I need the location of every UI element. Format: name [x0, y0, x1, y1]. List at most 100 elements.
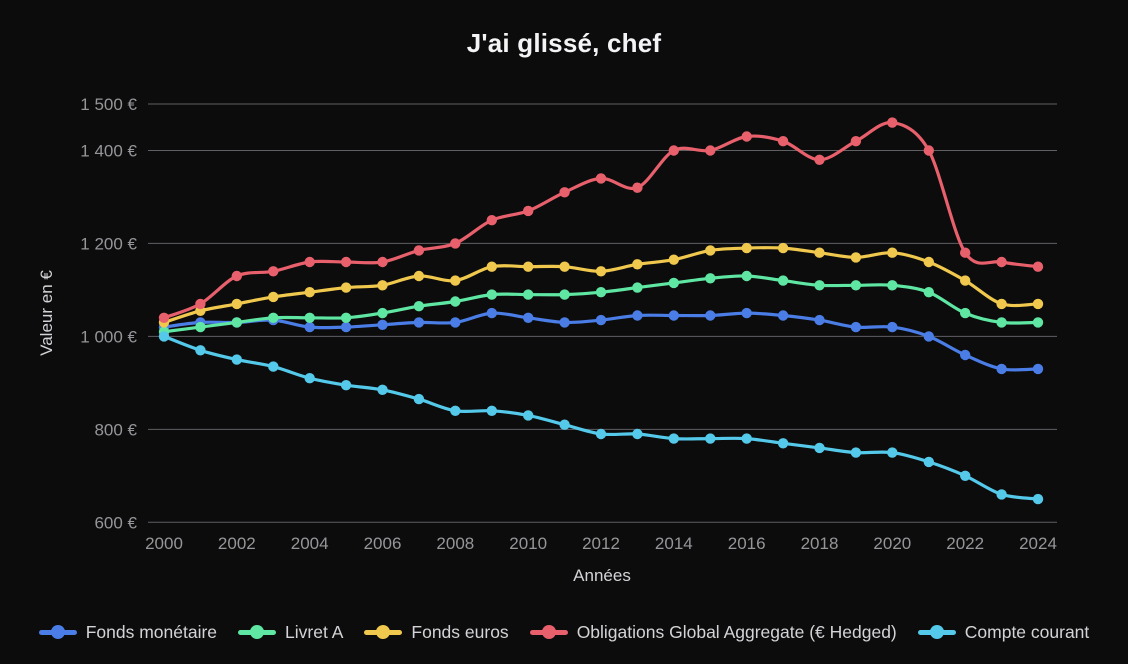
- legend-item-obligations-global-aggregate-hedged[interactable]: Obligations Global Aggregate (€ Hedged): [529, 621, 897, 643]
- data-point: [1032, 298, 1044, 310]
- chart-legend: Fonds monétaire Livret A Fonds euros Obliga…: [0, 612, 1128, 652]
- x-tick-label: 2000: [145, 534, 183, 553]
- series-layer: [158, 117, 1044, 505]
- legend-line-dot-icon: [38, 625, 77, 639]
- data-point: [377, 280, 388, 291]
- data-point: [559, 419, 570, 430]
- data-point: [668, 254, 679, 265]
- data-point: [340, 380, 352, 391]
- data-point: [850, 321, 862, 333]
- y-tick-label: 1 200 €: [80, 234, 137, 253]
- legend-item-compte-courant[interactable]: Compte courant: [917, 621, 1090, 643]
- data-point: [1032, 261, 1044, 272]
- data-point: [960, 307, 971, 319]
- data-point: [741, 307, 752, 319]
- data-point: [231, 270, 242, 282]
- data-point: [450, 317, 461, 328]
- data-point: [814, 247, 825, 258]
- data-point: [304, 312, 315, 323]
- series-line: [162, 334, 1040, 501]
- data-point: [777, 136, 789, 147]
- data-point: [668, 145, 679, 156]
- legend-line-dot-icon: [364, 625, 403, 639]
- data-point: [413, 317, 425, 328]
- data-point: [850, 447, 862, 458]
- data-point: [923, 456, 934, 468]
- x-tick-label: 2024: [1019, 534, 1057, 553]
- data-point: [996, 363, 1007, 375]
- data-point: [705, 245, 716, 256]
- data-point: [741, 433, 752, 444]
- data-point: [814, 442, 825, 454]
- data-point: [923, 287, 934, 298]
- data-point: [304, 256, 315, 268]
- data-point: [195, 298, 206, 310]
- data-point: [923, 256, 934, 268]
- legend-item-fonds-euros[interactable]: Fonds euros: [364, 621, 509, 643]
- legend-label: Compte courant: [964, 621, 1090, 642]
- data-point: [887, 247, 898, 258]
- data-point: [304, 321, 315, 333]
- data-point: [850, 136, 862, 147]
- data-point: [632, 259, 643, 270]
- data-point: [960, 275, 971, 286]
- data-point: [887, 447, 898, 458]
- data-point: [268, 291, 279, 303]
- x-axis-title: Années: [573, 566, 631, 585]
- x-axis-tick-labels: 2000 2002 2004 2006 2008 2010 2012 2014 2016 2018…: [145, 534, 1057, 553]
- x-tick-label: 2016: [728, 534, 766, 553]
- data-point: [559, 289, 570, 300]
- chart-title: J'ai glissé, chef: [466, 28, 662, 58]
- data-point: [595, 173, 607, 184]
- series-fonds-euros: [158, 242, 1044, 328]
- y-axis-tick-labels: 600 € 800 € 1 000 € 1 200 € 1 400 € 1 500 €: [80, 95, 137, 532]
- data-point: [158, 331, 170, 342]
- data-point: [413, 301, 425, 312]
- data-point: [486, 289, 497, 300]
- y-tick-label: 800 €: [94, 420, 137, 439]
- x-tick-label: 2008: [436, 534, 474, 553]
- data-point: [340, 282, 352, 293]
- data-point: [486, 215, 497, 226]
- data-point: [632, 310, 643, 321]
- data-point: [377, 256, 388, 268]
- data-point: [996, 298, 1007, 310]
- data-point: [668, 433, 679, 444]
- data-point: [231, 317, 242, 328]
- data-point: [705, 145, 716, 156]
- data-point: [340, 256, 352, 268]
- legend-label: Fonds euros: [411, 621, 509, 642]
- data-point: [450, 275, 461, 286]
- y-tick-label: 1 000 €: [80, 327, 137, 346]
- data-point: [523, 410, 534, 421]
- data-point: [523, 289, 534, 300]
- data-point: [268, 266, 279, 277]
- data-point: [960, 349, 971, 361]
- series-line: [162, 246, 1040, 325]
- data-point: [632, 282, 643, 293]
- data-point: [559, 317, 570, 328]
- series-livret-a: [158, 270, 1044, 337]
- data-point: [523, 205, 534, 217]
- legend-dot-icon: [376, 625, 391, 639]
- data-point: [814, 314, 825, 326]
- legend-item-livret-a[interactable]: Livret A: [238, 622, 343, 643]
- legend-line-dot-icon: [529, 625, 568, 639]
- legend-item-fonds-mon-taire[interactable]: Fonds monétaire: [38, 622, 217, 643]
- legend-dot-icon: [250, 625, 265, 639]
- data-point: [1032, 493, 1044, 505]
- data-point: [741, 242, 752, 254]
- data-point: [850, 252, 862, 263]
- data-point: [595, 266, 607, 277]
- data-point: [705, 433, 716, 444]
- y-tick-label: 1 500 €: [80, 95, 137, 114]
- data-point: [559, 187, 570, 198]
- data-point: [814, 154, 825, 165]
- data-point: [377, 384, 388, 395]
- data-point: [231, 354, 242, 365]
- data-point: [705, 273, 716, 284]
- data-point: [486, 405, 497, 416]
- legend-label: Obligations Global Aggregate (€ Hedged): [576, 621, 897, 642]
- data-point: [668, 310, 679, 321]
- data-point: [195, 321, 206, 333]
